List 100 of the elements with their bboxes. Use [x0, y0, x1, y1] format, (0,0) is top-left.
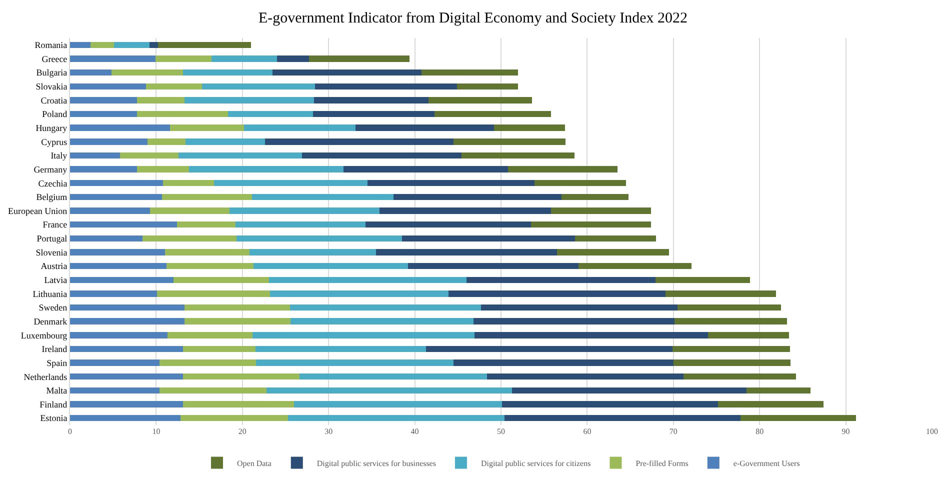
- bar: [504, 414, 741, 422]
- bar: [70, 374, 183, 380]
- bar: [178, 152, 302, 159]
- y-tick-label: Cyprus: [41, 136, 68, 147]
- bar: [252, 332, 474, 338]
- bar: [186, 138, 265, 145]
- bar: [454, 138, 566, 145]
- bar: [672, 346, 790, 352]
- bar: [294, 401, 502, 408]
- bar: [666, 290, 776, 297]
- bar: [655, 276, 750, 283]
- bar: [376, 249, 558, 256]
- y-tick-label: Romania: [34, 40, 68, 50]
- bar: [180, 414, 288, 422]
- bar: [70, 138, 148, 145]
- y-tick-label: Ireland: [42, 344, 68, 354]
- bar: [70, 221, 177, 228]
- y-tick-label: Finland: [40, 399, 68, 410]
- bar: [355, 124, 494, 131]
- bar: [302, 152, 462, 159]
- bar: [70, 360, 160, 366]
- bar: [149, 42, 158, 48]
- bar: [70, 42, 91, 48]
- bar: [254, 262, 408, 270]
- y-tick-label: Belgium: [36, 192, 68, 202]
- bar: [70, 276, 174, 283]
- bar: [249, 249, 376, 256]
- bar: [162, 194, 252, 200]
- bar: [551, 208, 651, 214]
- bar: [70, 194, 162, 200]
- bar: [70, 249, 165, 256]
- y-tick-label: Poland: [42, 109, 68, 120]
- bar: [70, 208, 150, 214]
- bar: [70, 290, 158, 297]
- x-tick-label: 0: [68, 427, 72, 436]
- bar: [170, 124, 244, 131]
- bar: [70, 180, 164, 186]
- bar: [481, 304, 678, 311]
- bar: [160, 387, 267, 394]
- bar: [146, 83, 202, 90]
- x-tick-label: 60: [583, 427, 592, 436]
- bar: [70, 346, 183, 352]
- bar: [164, 249, 250, 256]
- bar: [70, 401, 183, 408]
- bar: [270, 290, 448, 297]
- y-tick-label: Portugal: [36, 234, 68, 244]
- bar: [211, 56, 277, 62]
- bar: [366, 221, 532, 228]
- bar: [70, 318, 185, 324]
- bar: [466, 276, 656, 283]
- bar: [313, 110, 435, 118]
- y-tick-label: Slovenia: [36, 247, 68, 258]
- bar: [70, 262, 167, 270]
- bar: [290, 318, 474, 324]
- x-tick-label: 90: [842, 427, 850, 436]
- bar: [160, 360, 256, 366]
- bar: [290, 304, 482, 311]
- bar: [70, 110, 138, 118]
- y-tick-label: Lithuania: [32, 288, 68, 299]
- y-tick-label: Estonia: [40, 413, 68, 424]
- bar: [184, 97, 314, 104]
- bar: [557, 249, 670, 256]
- bar: [70, 69, 112, 76]
- bar: [678, 304, 782, 311]
- bar: [269, 276, 467, 283]
- bar: [182, 374, 300, 380]
- bar: [70, 235, 142, 242]
- bar: [184, 318, 291, 324]
- bar: [182, 69, 273, 76]
- bar: [70, 83, 146, 90]
- bar: [308, 56, 410, 62]
- bar: [70, 387, 160, 394]
- bar: [561, 194, 629, 200]
- bar: [428, 97, 532, 104]
- bar: [343, 166, 508, 172]
- bar: [111, 69, 183, 76]
- bar: [502, 401, 718, 408]
- y-tick-label: Malta: [46, 386, 68, 396]
- bar: [673, 360, 791, 366]
- bar: [236, 235, 402, 242]
- x-tick-label: 40: [410, 427, 419, 436]
- bar: [426, 346, 673, 352]
- x-tick-label: 10: [152, 427, 160, 436]
- bar: [182, 401, 294, 408]
- chart-title: E-government Indicator from Digital Economy and Society Index 2022: [258, 10, 688, 27]
- bar: [70, 414, 180, 422]
- bar: [379, 208, 551, 214]
- bar: [228, 110, 314, 118]
- y-tick-label: Austria: [40, 261, 68, 272]
- bar: [202, 83, 315, 90]
- bar: [255, 346, 426, 352]
- bar: [137, 97, 185, 104]
- y-tick-label: Sweden: [38, 302, 68, 313]
- bar: [142, 235, 236, 242]
- bar: [448, 290, 666, 297]
- bar: [214, 180, 368, 186]
- bar: [422, 69, 518, 76]
- bar: [70, 97, 138, 104]
- bar: [163, 180, 214, 186]
- bar: [531, 221, 651, 228]
